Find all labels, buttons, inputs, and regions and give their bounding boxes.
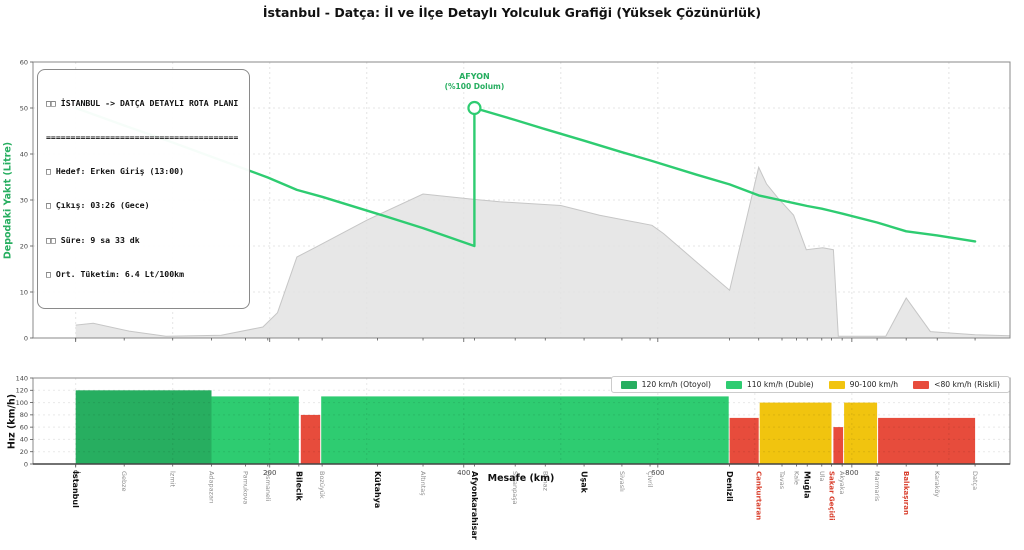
legend-item: 90-100 km/h — [828, 380, 899, 389]
svg-text:80: 80 — [20, 411, 28, 419]
city-label: Çivril — [646, 471, 654, 488]
speed-bars — [75, 390, 976, 464]
speed-bar-segment — [833, 427, 844, 464]
svg-text:600: 600 — [651, 469, 664, 477]
refuel-marker — [467, 100, 482, 116]
city-label: Kütahya — [373, 471, 382, 508]
distance-axis-label: Mesafe (km) — [487, 473, 555, 484]
speed-bar-segment — [321, 396, 729, 464]
speed-gridlines — [33, 378, 1010, 464]
city-label: Datça — [971, 471, 979, 490]
info-box-line: □ Çıkış: 03:26 (Gece) — [46, 200, 150, 211]
city-label: Ula — [818, 471, 826, 482]
svg-text:30: 30 — [20, 196, 28, 204]
city-label: Pamukova — [241, 471, 249, 504]
city-label: İstanbul — [71, 471, 81, 508]
svg-text:20: 20 — [20, 448, 28, 456]
speed-bar-segment — [844, 402, 878, 464]
legend-item: 110 km/h (Duble) — [725, 380, 814, 389]
info-box-line: □ Hedef: Erken Giriş (13:00) — [46, 166, 185, 177]
city-label: Bilecik — [294, 471, 303, 501]
svg-text:60: 60 — [20, 58, 28, 66]
city-label: Osmaneli — [264, 471, 272, 502]
legend-swatch — [725, 380, 742, 389]
city-label: Akyaka — [838, 471, 846, 494]
svg-text:120: 120 — [16, 387, 28, 395]
city-label: Bozüyük — [318, 471, 326, 499]
svg-text:400: 400 — [457, 469, 470, 477]
fuel-chart-plot: AFYON(%100 Dolum) 0 10 20 30 40 50 60 — [20, 58, 1011, 342]
refuel-annotation-title: AFYON — [459, 72, 490, 81]
svg-text:40: 40 — [20, 150, 28, 158]
route-info-box: □□ İSTANBUL -> DATÇA DETAYLI ROTA PLANI … — [37, 69, 250, 310]
city-label: Gebze — [120, 471, 128, 492]
info-box-line: □ Ort. Tüketim: 6.4 Lt/100km — [46, 268, 185, 279]
legend-swatch — [913, 380, 930, 389]
city-label: Uşak — [580, 471, 589, 494]
speed-bar-segment — [75, 390, 212, 464]
speed-bar-segment — [211, 396, 299, 464]
speed-axis-ticks: 0 20 40 60 80 100 120 140 0 200 400 600 800 — [16, 374, 859, 477]
svg-text:10: 10 — [20, 288, 28, 296]
legend-label: 120 km/h (Otoyol) — [641, 380, 711, 389]
elevation-edge-line — [75, 165, 1011, 337]
svg-text:0: 0 — [24, 460, 28, 468]
speed-bar-segment — [729, 417, 759, 464]
city-label: Kale — [793, 471, 801, 485]
city-label: Tavas — [778, 470, 786, 490]
info-box-line: □□ İSTANBUL -> DATÇA DETAYLI ROTA PLANI — [46, 97, 239, 108]
speed-legend: 120 km/h (Otoyol) 110 km/h (Duble) 90-100 … — [610, 376, 1010, 393]
refuel-annotation-subtitle: (%100 Dolum) — [445, 82, 505, 91]
legend-label: 110 km/h (Duble) — [746, 380, 814, 389]
city-label: Muğla — [803, 471, 812, 499]
speed-bar-segment — [878, 417, 976, 464]
info-box-line: ======================================= — [46, 132, 239, 143]
fuel-level-line — [74, 106, 977, 248]
legend-item: 120 km/h (Otoyol) — [620, 380, 711, 389]
city-label: Sakar Geçidi — [827, 471, 835, 521]
fuel-axis-label: Depodaki Yakıt (Litre) — [2, 141, 14, 260]
svg-text:50: 50 — [20, 104, 28, 112]
city-label: Banaz — [541, 471, 549, 492]
elevation-area — [75, 167, 1010, 338]
speed-bar-segment — [759, 402, 832, 464]
speed-bar-segment — [300, 414, 321, 464]
city-label: Marmaris — [873, 471, 881, 502]
info-box-line: □□ Süre: 9 sa 33 dk — [46, 234, 140, 245]
legend-label: 90-100 km/h — [849, 380, 899, 389]
city-label: Karaköy — [933, 471, 941, 497]
fuel-axis-ticks: 0 10 20 30 40 50 60 — [20, 58, 976, 342]
legend-swatch — [620, 380, 637, 389]
svg-text:140: 140 — [16, 374, 28, 382]
legend-label: <80 km/h (Riskli) — [934, 380, 1000, 389]
city-label: Cankurtaran — [755, 471, 763, 520]
svg-text:20: 20 — [20, 242, 28, 250]
svg-text:60: 60 — [20, 423, 28, 431]
city-label: İzmit — [169, 471, 178, 487]
svg-text:40: 40 — [20, 436, 28, 444]
city-label: Balıkaşıran — [902, 471, 910, 515]
city-label: Afyonkarahisar — [470, 471, 479, 540]
city-labels: İstanbul Gebze İzmit Adapazarı Pamukova Osman… — [71, 464, 979, 540]
city-label: Denizli — [725, 471, 734, 502]
city-label: Sinanpaşa — [511, 471, 519, 505]
city-label: Sivaslı — [618, 471, 626, 492]
speed-chart-plot: 0 20 40 60 80 100 120 140 0 200 400 600 800 İstanbul G… — [16, 374, 1011, 540]
legend-item: <80 km/h (Riskli) — [913, 380, 1000, 389]
svg-text:200: 200 — [263, 469, 276, 477]
svg-text:100: 100 — [16, 399, 28, 407]
city-label: Adapazarı — [208, 471, 216, 504]
svg-text:0: 0 — [73, 469, 77, 477]
city-label: Altıntaş — [419, 471, 427, 496]
svg-text:800: 800 — [845, 469, 858, 477]
page-title: İstanbul - Datça: İl ve İlçe Detaylı Yol… — [262, 5, 762, 20]
svg-text:0: 0 — [24, 334, 28, 342]
speed-axis-label: Hız (km/h) — [6, 393, 18, 450]
legend-swatch — [828, 380, 845, 389]
